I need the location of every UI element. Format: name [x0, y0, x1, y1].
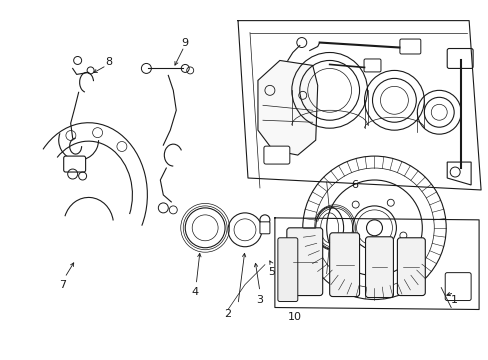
FancyBboxPatch shape	[447, 49, 472, 68]
FancyBboxPatch shape	[363, 59, 380, 72]
FancyBboxPatch shape	[63, 156, 85, 172]
Polygon shape	[447, 162, 470, 185]
Text: 2: 2	[224, 310, 231, 319]
FancyBboxPatch shape	[277, 238, 297, 302]
FancyBboxPatch shape	[329, 233, 359, 297]
FancyBboxPatch shape	[260, 222, 269, 234]
Text: 5: 5	[268, 267, 275, 276]
FancyBboxPatch shape	[286, 228, 322, 296]
FancyBboxPatch shape	[444, 273, 470, 301]
Text: 9: 9	[182, 37, 188, 48]
FancyBboxPatch shape	[264, 146, 289, 164]
FancyBboxPatch shape	[399, 39, 420, 54]
Text: 8: 8	[105, 58, 112, 67]
Text: 4: 4	[191, 287, 198, 297]
Polygon shape	[258, 60, 317, 155]
FancyBboxPatch shape	[397, 238, 425, 296]
Text: 3: 3	[256, 294, 263, 305]
Text: 10: 10	[287, 312, 301, 323]
Text: 1: 1	[450, 294, 457, 305]
Text: 7: 7	[59, 280, 66, 289]
Text: 6: 6	[350, 180, 357, 190]
FancyBboxPatch shape	[365, 237, 393, 298]
